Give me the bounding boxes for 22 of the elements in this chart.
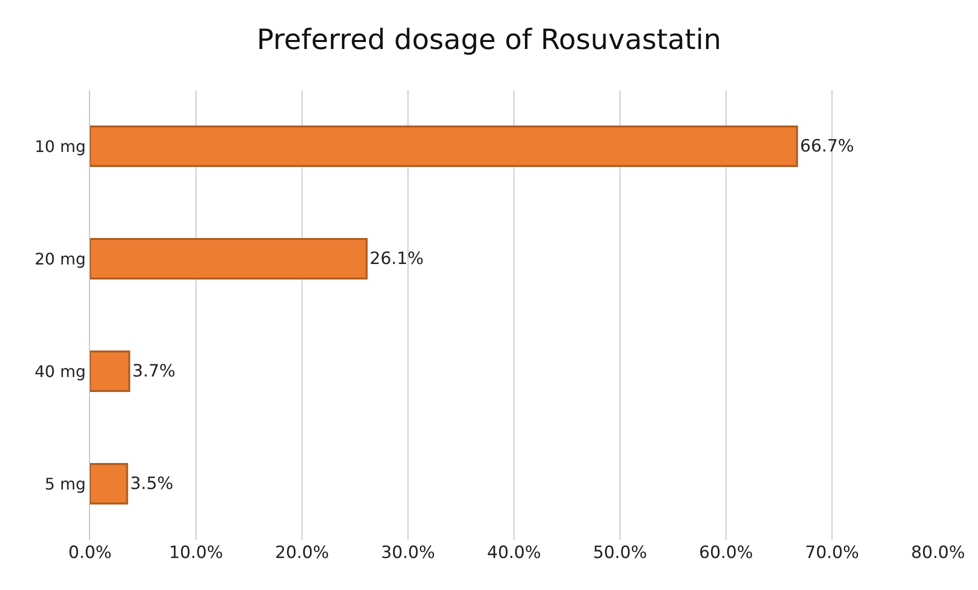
data-label: 3.5% — [130, 474, 174, 494]
bar — [90, 350, 130, 392]
y-tick-label: 20 mg — [34, 249, 86, 268]
y-tick-label: 10 mg — [34, 136, 86, 156]
chart-title: Preferred dosage of Rosuvastatin — [256, 23, 722, 56]
y-tick-label: 40 mg — [34, 362, 86, 381]
data-label: 66.7% — [800, 136, 854, 156]
data-label: 3.7% — [132, 361, 176, 382]
x-tick-label: 10.0% — [168, 543, 224, 563]
x-tick-label: 70.0% — [804, 543, 860, 563]
bar — [90, 126, 798, 167]
x-tick-label: 0.0% — [68, 543, 112, 563]
bar — [90, 238, 368, 280]
x-tick-label: 40.0% — [486, 543, 542, 563]
x-tick-label: 20.0% — [274, 543, 330, 563]
bar — [90, 463, 128, 504]
x-tick-label: 30.0% — [380, 543, 436, 563]
x-tick-label: 50.0% — [592, 543, 648, 563]
x-tick-label: 60.0% — [698, 543, 754, 563]
y-tick-label: 5 mg — [44, 474, 86, 494]
x-tick-label: 80.0% — [910, 543, 966, 563]
data-label: 26.1% — [370, 248, 424, 269]
